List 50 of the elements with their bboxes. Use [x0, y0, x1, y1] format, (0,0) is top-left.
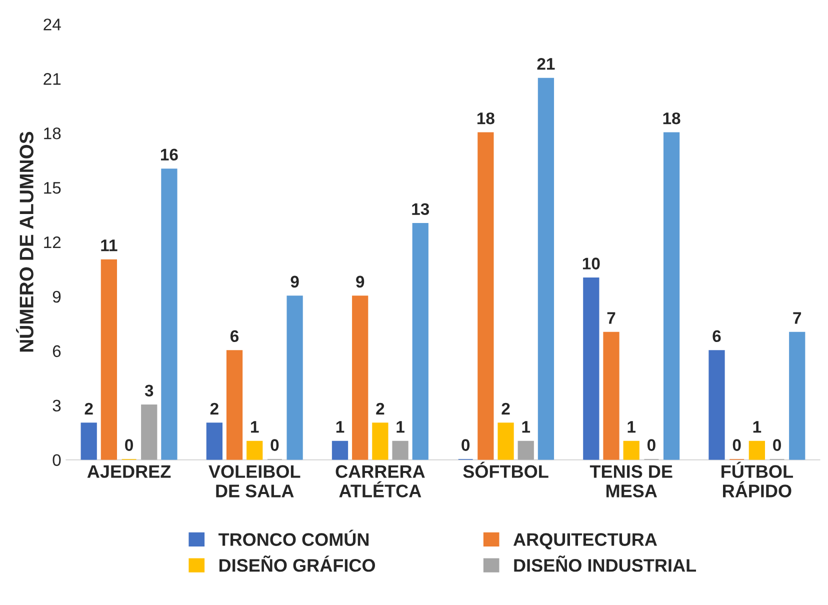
y-tick-label: 3 — [52, 400, 61, 412]
data-label: 2 — [84, 402, 93, 414]
x-tick-label: VOLEIBOL DE SALA — [208, 465, 300, 498]
x-tick-label: TENIS DE MESA — [590, 465, 672, 498]
data-label: 2 — [502, 402, 510, 414]
data-label: 0 — [732, 439, 741, 451]
y-tick-label: 24 — [44, 18, 61, 30]
x-tick-label: FÚTBOL RÁPIDO — [722, 462, 793, 498]
legend-label: DISEÑO GRÁFICO — [219, 556, 376, 572]
y-tick-label: 18 — [44, 128, 61, 140]
x-tick-label: CARRERA ATLÉTCA — [336, 465, 425, 498]
y-tick-label: 9 — [52, 290, 61, 303]
data-label: 2 — [376, 402, 384, 414]
y-tick-label: 0 — [52, 454, 61, 466]
data-label: 1 — [396, 421, 404, 433]
data-label: 2 — [210, 402, 218, 414]
data-label: 7 — [793, 312, 802, 324]
x-tick-label: SÓFTBOL — [463, 462, 548, 478]
data-label: 18 — [477, 112, 494, 124]
y-tick-label: 6 — [52, 345, 61, 358]
data-label: 0 — [125, 439, 133, 451]
data-label: 1 — [522, 421, 530, 433]
x-tick-label: AJEDREZ — [87, 465, 171, 478]
data-label: 9 — [290, 276, 299, 288]
data-label: 0 — [647, 439, 656, 451]
data-label: 13 — [412, 203, 430, 216]
y-tick-label: 21 — [44, 73, 61, 85]
data-label: 11 — [101, 240, 118, 252]
data-label: 10 — [582, 258, 600, 270]
data-label: 7 — [607, 312, 616, 324]
data-label: 6 — [230, 330, 239, 342]
data-label: 1 — [753, 421, 762, 433]
legend-label: ARQUITECTURA — [513, 533, 657, 550]
y-tick-label: 12 — [44, 236, 61, 248]
data-label: 1 — [628, 421, 636, 433]
y-axis-title: NÚMERO DE ALUMNOS — [16, 132, 34, 352]
legend-label: TRONCO COMÚN — [218, 530, 369, 546]
data-label: 0 — [462, 439, 470, 451]
legend-label: DISEÑO INDUSTRIAL — [514, 556, 696, 572]
data-label: 0 — [270, 439, 279, 451]
data-label: 18 — [663, 112, 680, 124]
data-label: 1 — [336, 421, 344, 433]
data-label: 3 — [144, 384, 154, 397]
data-label: 0 — [773, 439, 781, 451]
data-label: 9 — [356, 276, 364, 288]
data-label: 1 — [251, 421, 259, 433]
data-label: 16 — [160, 148, 178, 161]
data-label: 6 — [712, 330, 721, 342]
y-tick-label: 15 — [44, 182, 61, 194]
data-label: 21 — [537, 58, 555, 70]
